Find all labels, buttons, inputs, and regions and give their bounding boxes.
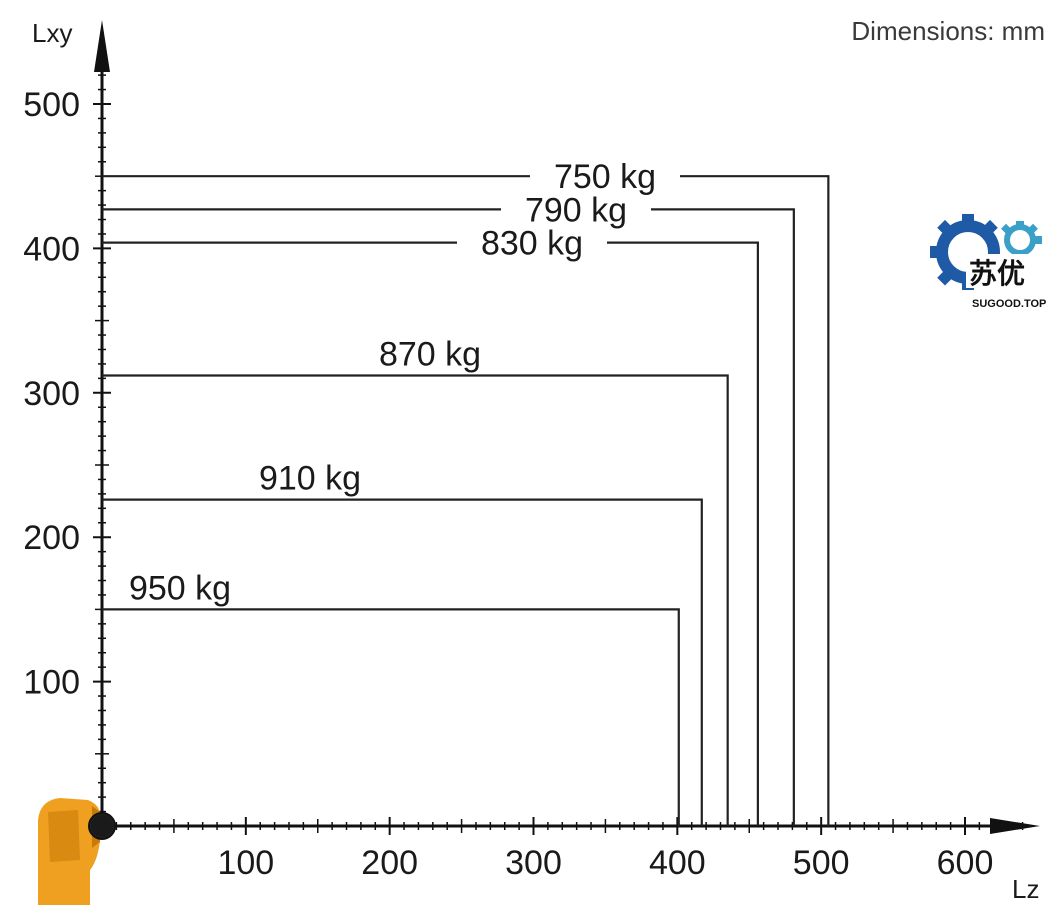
x-tick-label: 200	[361, 844, 418, 882]
y-tick-label: 100	[23, 664, 80, 702]
logo-url: SUGOOD.TOP	[972, 298, 1046, 310]
x-tick-label: 600	[937, 844, 994, 882]
payload-label: 870 kg	[379, 335, 481, 373]
units-note: Dimensions: mm	[851, 16, 1045, 46]
payload-label: 950 kg	[129, 569, 231, 607]
y-axis-name: Lxy	[32, 18, 72, 48]
ticks	[93, 74, 1024, 835]
payload-curve	[102, 208, 795, 826]
payload-curve	[102, 374, 729, 826]
y-tick-label: 300	[23, 375, 80, 413]
x-tick-label: 300	[505, 844, 562, 882]
payload-label-gap	[501, 195, 651, 224]
y-tick-label: 200	[23, 519, 80, 557]
sugood-logo: 苏优 SUGOOD.TOP	[930, 214, 1050, 310]
payload-label-gap	[457, 228, 607, 257]
x-tick-label: 100	[217, 844, 274, 882]
payload-curve	[102, 241, 759, 826]
payload-curve	[102, 175, 830, 826]
y-axis-arrow	[94, 20, 110, 72]
payload-label: 830 kg	[481, 225, 583, 263]
payload-curve	[102, 608, 680, 826]
payload-curve	[102, 498, 703, 826]
x-axis-name: Lz	[1012, 874, 1039, 904]
payload-label-gap	[530, 162, 680, 191]
robot-arm-icon	[38, 798, 116, 905]
payload-label: 790 kg	[525, 191, 627, 229]
axes	[94, 20, 1040, 834]
y-tick-label: 500	[23, 86, 80, 124]
payload-label: 910 kg	[259, 460, 361, 498]
x-tick-label: 400	[649, 844, 706, 882]
y-tick-label: 400	[23, 230, 80, 268]
payload-label: 750 kg	[554, 158, 656, 196]
x-tick-label: 500	[793, 844, 850, 882]
x-axis-arrow	[990, 818, 1040, 834]
logo-text: 苏优	[969, 257, 1025, 290]
tick-labels: 100 200 300 400 500 600 100 200 300 400 500	[23, 86, 993, 882]
payload-curves	[102, 175, 830, 826]
